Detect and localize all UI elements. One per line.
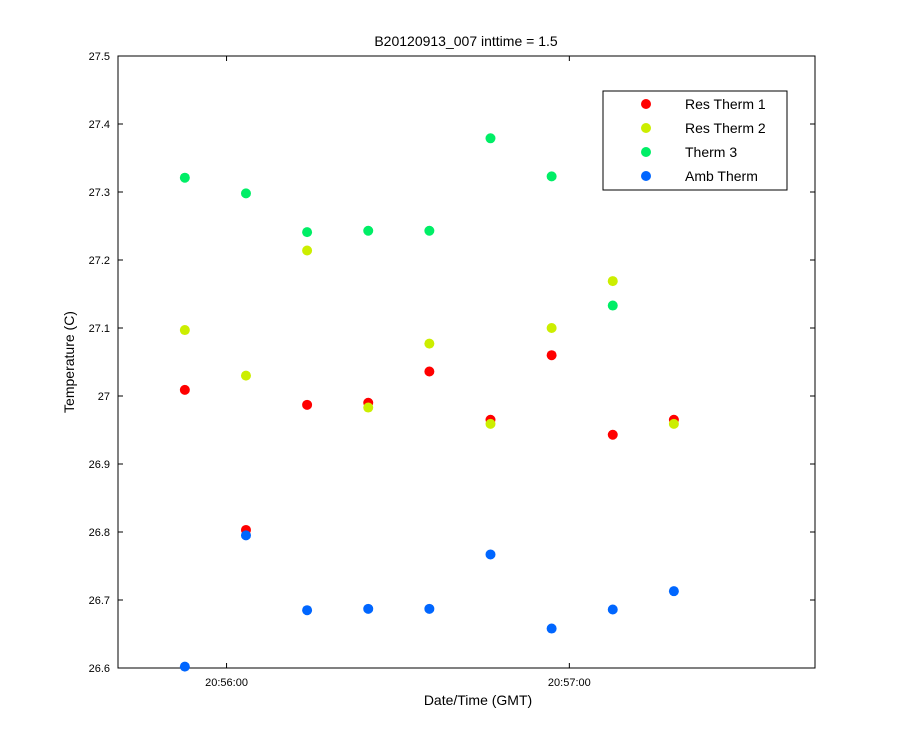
data-point [546, 623, 557, 634]
data-point [240, 188, 251, 199]
legend-marker [641, 147, 651, 157]
data-point [179, 384, 190, 395]
data-point [668, 418, 679, 429]
chart-title: B20120913_007 inttime = 1.5 [374, 33, 558, 49]
x-axis-label: Date/Time (GMT) [424, 692, 532, 708]
series-res-therm-1 [179, 350, 679, 535]
data-point [424, 338, 435, 349]
y-tick-label: 27.2 [89, 255, 110, 267]
data-point [302, 227, 313, 238]
data-point [179, 325, 190, 336]
y-tick-label: 27 [98, 391, 110, 403]
x-tick-label: 20:56:00 [205, 677, 248, 689]
data-points [179, 133, 679, 672]
legend: Res Therm 1 Res Therm 2 Therm 3 Amb Therm [602, 90, 788, 191]
y-tick-label: 27.5 [89, 51, 110, 63]
data-point [424, 603, 435, 614]
y-tick-label: 26.9 [89, 459, 110, 471]
y-tick-label: 26.6 [89, 663, 110, 675]
data-point [485, 418, 496, 429]
data-point [485, 549, 496, 560]
legend-marker [641, 99, 651, 109]
data-point [302, 245, 313, 256]
y-tick-label: 27.4 [89, 119, 110, 131]
series-therm-3 [179, 133, 618, 311]
data-point [363, 603, 374, 614]
legend-label: Res Therm 2 [685, 120, 766, 136]
data-point [607, 604, 618, 615]
data-point [363, 402, 374, 413]
legend-label: Therm 3 [685, 144, 737, 160]
data-point [607, 429, 618, 440]
series-amb-therm [179, 530, 679, 672]
legend-label: Amb Therm [685, 168, 758, 184]
data-point [546, 350, 557, 361]
data-point [668, 586, 679, 597]
data-point [179, 172, 190, 183]
data-point [240, 530, 251, 541]
data-point [363, 225, 374, 236]
data-point [424, 225, 435, 236]
axis-ticks: 26.6 26.7 26.8 26.9 27 27.1 27.2 27.3 27.4 27.5 20… [89, 51, 815, 689]
data-point [546, 323, 557, 333]
data-point [607, 276, 618, 287]
data-point [302, 605, 313, 616]
x-tick-label: 20:57:00 [548, 677, 591, 689]
data-point [240, 370, 251, 381]
data-point [607, 300, 618, 311]
series-res-therm-2 [179, 245, 679, 429]
data-point [485, 133, 496, 144]
y-tick-label: 26.8 [89, 527, 110, 539]
legend-label: Res Therm 1 [685, 96, 766, 112]
legend-marker [641, 171, 651, 181]
data-point [424, 366, 435, 377]
data-point [302, 399, 313, 410]
y-tick-label: 27.1 [89, 323, 110, 335]
legend-box [602, 90, 788, 191]
data-point [546, 171, 557, 182]
data-point [179, 661, 190, 672]
y-axis-label: Temperature (C) [61, 311, 77, 413]
y-tick-label: 27.3 [89, 187, 110, 199]
y-tick-label: 26.7 [89, 595, 110, 607]
legend-marker [641, 123, 651, 133]
